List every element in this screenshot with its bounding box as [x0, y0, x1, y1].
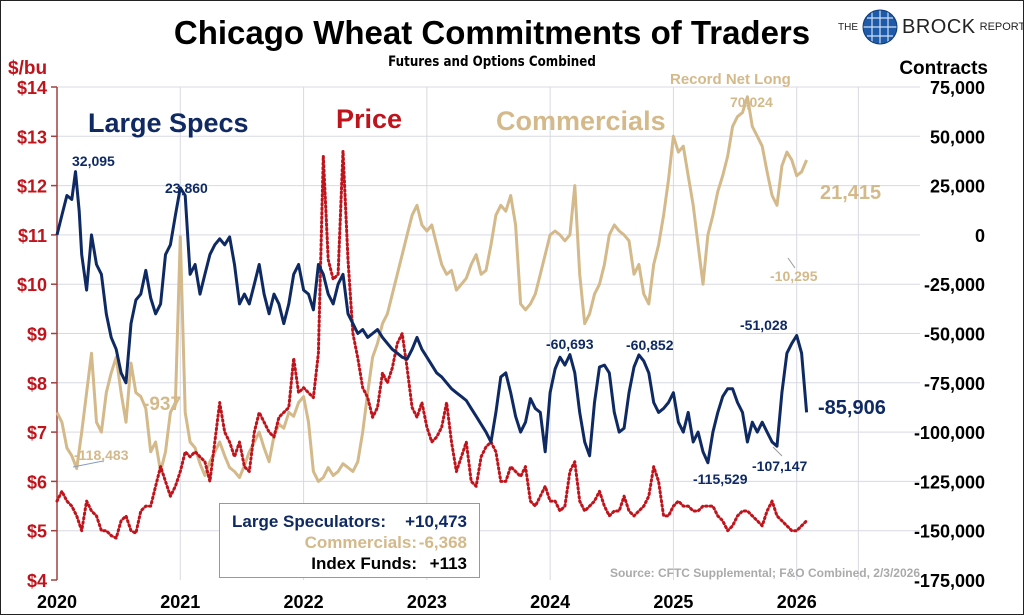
series-commercials: [55, 95, 808, 483]
left-axis-title: $/bu: [8, 58, 47, 79]
x-tick-label: 2023: [407, 592, 447, 612]
data-label: -10,295: [770, 268, 818, 284]
data-label: 70,024: [730, 94, 773, 110]
right-tick-label: -25,000: [924, 275, 985, 295]
globe-icon: [862, 9, 898, 45]
leader-line: [72, 460, 104, 468]
x-tick-label: 2025: [653, 592, 693, 612]
change-value-commercials: -6,368: [418, 533, 467, 552]
right-tick-label: 25,000: [930, 177, 985, 197]
change-value-index-funds: +113: [429, 554, 467, 573]
change-label-index-funds: Index Funds:: [311, 554, 417, 573]
data-label: -107,147: [752, 458, 807, 474]
data-label: -115,529: [693, 471, 748, 487]
weekly-change-box: Large Speculators: +10,473 Commercials: …: [219, 503, 480, 578]
x-tick-label: 2026: [777, 592, 817, 612]
data-label: -60,693: [546, 336, 594, 352]
annotations: Large Specs Price Commercials 32,095 23,860 -…: [72, 71, 920, 580]
left-tick-label: $14: [17, 78, 47, 98]
left-tick-label: $11: [18, 226, 47, 246]
right-tick-label: -150,000: [914, 522, 985, 542]
x-tick-label: 2024: [530, 592, 570, 612]
right-axis-title: Contracts: [899, 58, 988, 79]
data-label: -60,852: [626, 337, 674, 353]
brand-the: THE: [838, 21, 858, 33]
leader-line: [787, 257, 796, 269]
brand-logo: THE BROCK REPORT: [838, 9, 1024, 45]
series-lines: [55, 95, 809, 540]
x-tick-label: 2022: [284, 592, 324, 612]
x-tick-label: 2020: [37, 592, 77, 612]
left-tick-label: $13: [17, 127, 47, 147]
data-label: -118,483: [74, 447, 129, 463]
brand-name: BROCK: [902, 15, 976, 38]
right-tick-label: 75,000: [930, 78, 985, 98]
right-tick-label: 50,000: [930, 127, 985, 147]
source-note: Source: CFTC Supplemental; F&O Combined,…: [610, 566, 920, 580]
left-tick-label: $5: [27, 522, 47, 542]
data-label: -937: [143, 394, 181, 415]
label-large-specs: Large Specs: [88, 108, 249, 138]
label-price: Price: [336, 104, 402, 134]
right-tick-label: -100,000: [914, 423, 985, 443]
left-tick-label: $4: [27, 571, 47, 591]
right-tick-label: -125,000: [914, 472, 985, 492]
brand-report: REPORT: [979, 21, 1024, 33]
change-value-large-specs: +10,473: [405, 512, 467, 531]
chart-subtitle: Futures and Options Combined: [388, 54, 596, 70]
right-tick-label: -75,000: [924, 374, 985, 394]
left-tick-label: $8: [27, 374, 47, 394]
data-label: -85,906: [818, 397, 886, 419]
change-label-commercials: Commercials:: [304, 533, 417, 552]
axes: [51, 86, 58, 581]
left-tick-label: $9: [27, 325, 47, 345]
right-tick-label: -175,000: [914, 571, 985, 591]
leader-line: [772, 446, 783, 457]
left-tick-label: $12: [17, 177, 47, 197]
data-label: 23,860: [165, 180, 208, 196]
series-large-specs: [55, 170, 809, 465]
data-label: 21,415: [820, 182, 881, 204]
right-tick-label: -50,000: [924, 325, 985, 345]
gridlines: [57, 86, 920, 580]
left-tick-label: $7: [27, 423, 47, 443]
change-label-large-specs: Large Speculators:: [232, 512, 386, 531]
chart-title: Chicago Wheat Commitments of Traders: [173, 14, 811, 51]
data-label: -51,028: [740, 317, 788, 333]
x-tick-label: 2021: [160, 592, 200, 612]
left-tick-label: $10: [17, 275, 47, 295]
left-tick-label: $6: [27, 472, 47, 492]
tick-labels: $14 $13 $12 $11 $10 $9 $8 $7 $6 $5 $4 75,000 50,000 2…: [8, 58, 988, 612]
series-price: [55, 149, 809, 540]
right-tick-label: 0: [975, 226, 985, 246]
label-commercials: Commercials: [496, 106, 666, 136]
data-label: 32,095: [72, 153, 115, 169]
data-label: Record Net Long: [670, 71, 791, 88]
